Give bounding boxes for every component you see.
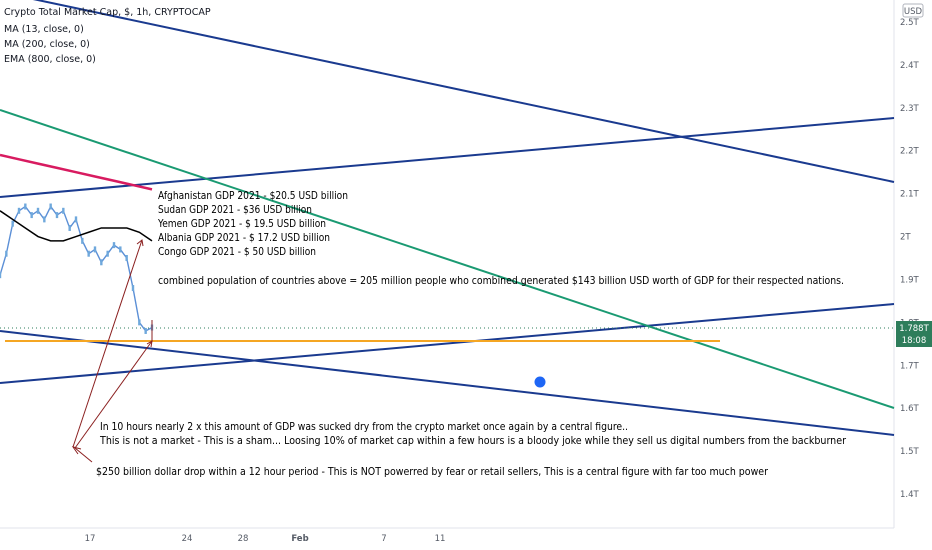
- x-tick-label: Feb: [291, 534, 308, 544]
- price-candle: [87, 250, 90, 257]
- price-candle: [36, 207, 40, 214]
- sham-note-1: In 10 hours nearly 2 x this amount of GD…: [100, 421, 628, 433]
- price-candle: [55, 212, 59, 219]
- y-tick-label: 2.1T: [900, 190, 920, 200]
- gdp-line-afghanistan: Afghanistan GDP 2021 - $20.5 USD billion: [158, 190, 348, 202]
- trend-lines: [0, 0, 895, 436]
- x-tick-label: 7: [381, 534, 386, 544]
- price-candle: [81, 237, 84, 244]
- price-candle: [106, 250, 109, 257]
- currency-box[interactable]: [902, 3, 924, 18]
- x-axis[interactable]: 17 24 28 Feb 7 11: [85, 534, 446, 544]
- gdp-line-sudan: Sudan GDP 2021 - $36 USD billion: [158, 204, 312, 216]
- x-tick-label: 28: [238, 534, 249, 544]
- time-label: 18:08: [902, 336, 927, 346]
- price-candle: [24, 203, 27, 210]
- price-label-box: [896, 321, 932, 347]
- trendline-descending-top[interactable]: [0, 0, 895, 183]
- y-tick-label: 1.7T: [900, 361, 920, 371]
- trendline-ascending-lower[interactable]: [0, 303, 895, 384]
- price-candle: [138, 319, 141, 326]
- y-tick-label: 2T: [900, 233, 911, 243]
- price-candle: [30, 212, 33, 219]
- price-candle: [112, 242, 116, 249]
- price-candle: [0, 272, 2, 279]
- trendline-green[interactable]: [0, 109, 895, 409]
- arrowhead-left: [71, 446, 82, 455]
- trendline-descending-bottom[interactable]: [0, 330, 895, 436]
- price-label: 1.788T: [899, 324, 929, 334]
- indicator-ma200[interactable]: MA (200, close, 0): [4, 39, 90, 50]
- ma200-line[interactable]: [0, 153, 153, 191]
- series-layer: [0, 153, 154, 334]
- annotation-arrows: [71, 239, 153, 463]
- price-candle: [5, 250, 8, 257]
- price-candle: [144, 327, 147, 334]
- price-candle: [43, 216, 46, 223]
- currency-label: USD: [904, 7, 923, 17]
- y-tick-label: 2.3T: [900, 104, 920, 114]
- price-candle: [62, 207, 65, 214]
- ma13-line[interactable]: [0, 210, 153, 242]
- arrow-to-top: [72, 239, 143, 448]
- y-tick-label: 1.9T: [900, 275, 920, 285]
- arrowhead-top: [136, 239, 144, 247]
- sham-note-2: This is not a market - This is a sham...…: [99, 435, 846, 447]
- population-note: combined population of countries above =…: [158, 275, 844, 287]
- x-tick-label: 24: [182, 534, 193, 544]
- price-candle: [11, 220, 14, 227]
- price-candle: [100, 259, 103, 266]
- trendline-ascending-upper[interactable]: [0, 117, 895, 198]
- y-tick-label: 1.4T: [900, 490, 920, 500]
- price-candle: [125, 255, 128, 261]
- chart-title[interactable]: Crypto Total Market Cap, $, 1h, CRYPTOCA…: [4, 7, 211, 18]
- gdp-line-yemen: Yemen GDP 2021 - $ 19.5 USD billion: [157, 218, 326, 230]
- arrow-to-bottom: [74, 340, 153, 449]
- price-series-line[interactable]: [0, 205, 153, 332]
- price-candle: [74, 216, 78, 223]
- indicator-ma13[interactable]: MA (13, close, 0): [4, 24, 84, 35]
- y-tick-label: 1.5T: [900, 447, 920, 457]
- gdp-line-congo: Congo GDP 2021 - $ 50 USD billion: [158, 246, 316, 258]
- x-tick-label: 17: [85, 534, 96, 544]
- indicator-ema800[interactable]: EMA (800, close, 0): [4, 54, 96, 65]
- y-tick-label: 2.4T: [900, 61, 920, 71]
- price-candle: [49, 203, 52, 210]
- y-axis[interactable]: 2.5T2.4T2.3T2.2T2.1T2T1.9T1.8T1.7T1.6T1.…: [900, 18, 920, 500]
- x-tick-label: 11: [435, 534, 446, 544]
- price-candle: [93, 246, 97, 253]
- price-candle: [17, 207, 21, 214]
- y-tick-label: 2.5T: [900, 18, 920, 28]
- price-candle: [131, 285, 135, 292]
- gdp-line-albania: Albania GDP 2021 - $ 17.2 USD billion: [158, 232, 330, 244]
- gdp-annotation: Afghanistan GDP 2021 - $20.5 USD billion…: [96, 190, 846, 478]
- y-tick-label: 2.2T: [900, 147, 920, 157]
- price-candle: [68, 224, 71, 231]
- arrow-to-drop-note: [74, 447, 93, 463]
- marker-dot[interactable]: [534, 376, 546, 388]
- drop-note: $250 billion dollar drop within a 12 hou…: [96, 466, 768, 478]
- y-tick-label: 1.6T: [900, 404, 920, 414]
- price-candle: [119, 246, 122, 253]
